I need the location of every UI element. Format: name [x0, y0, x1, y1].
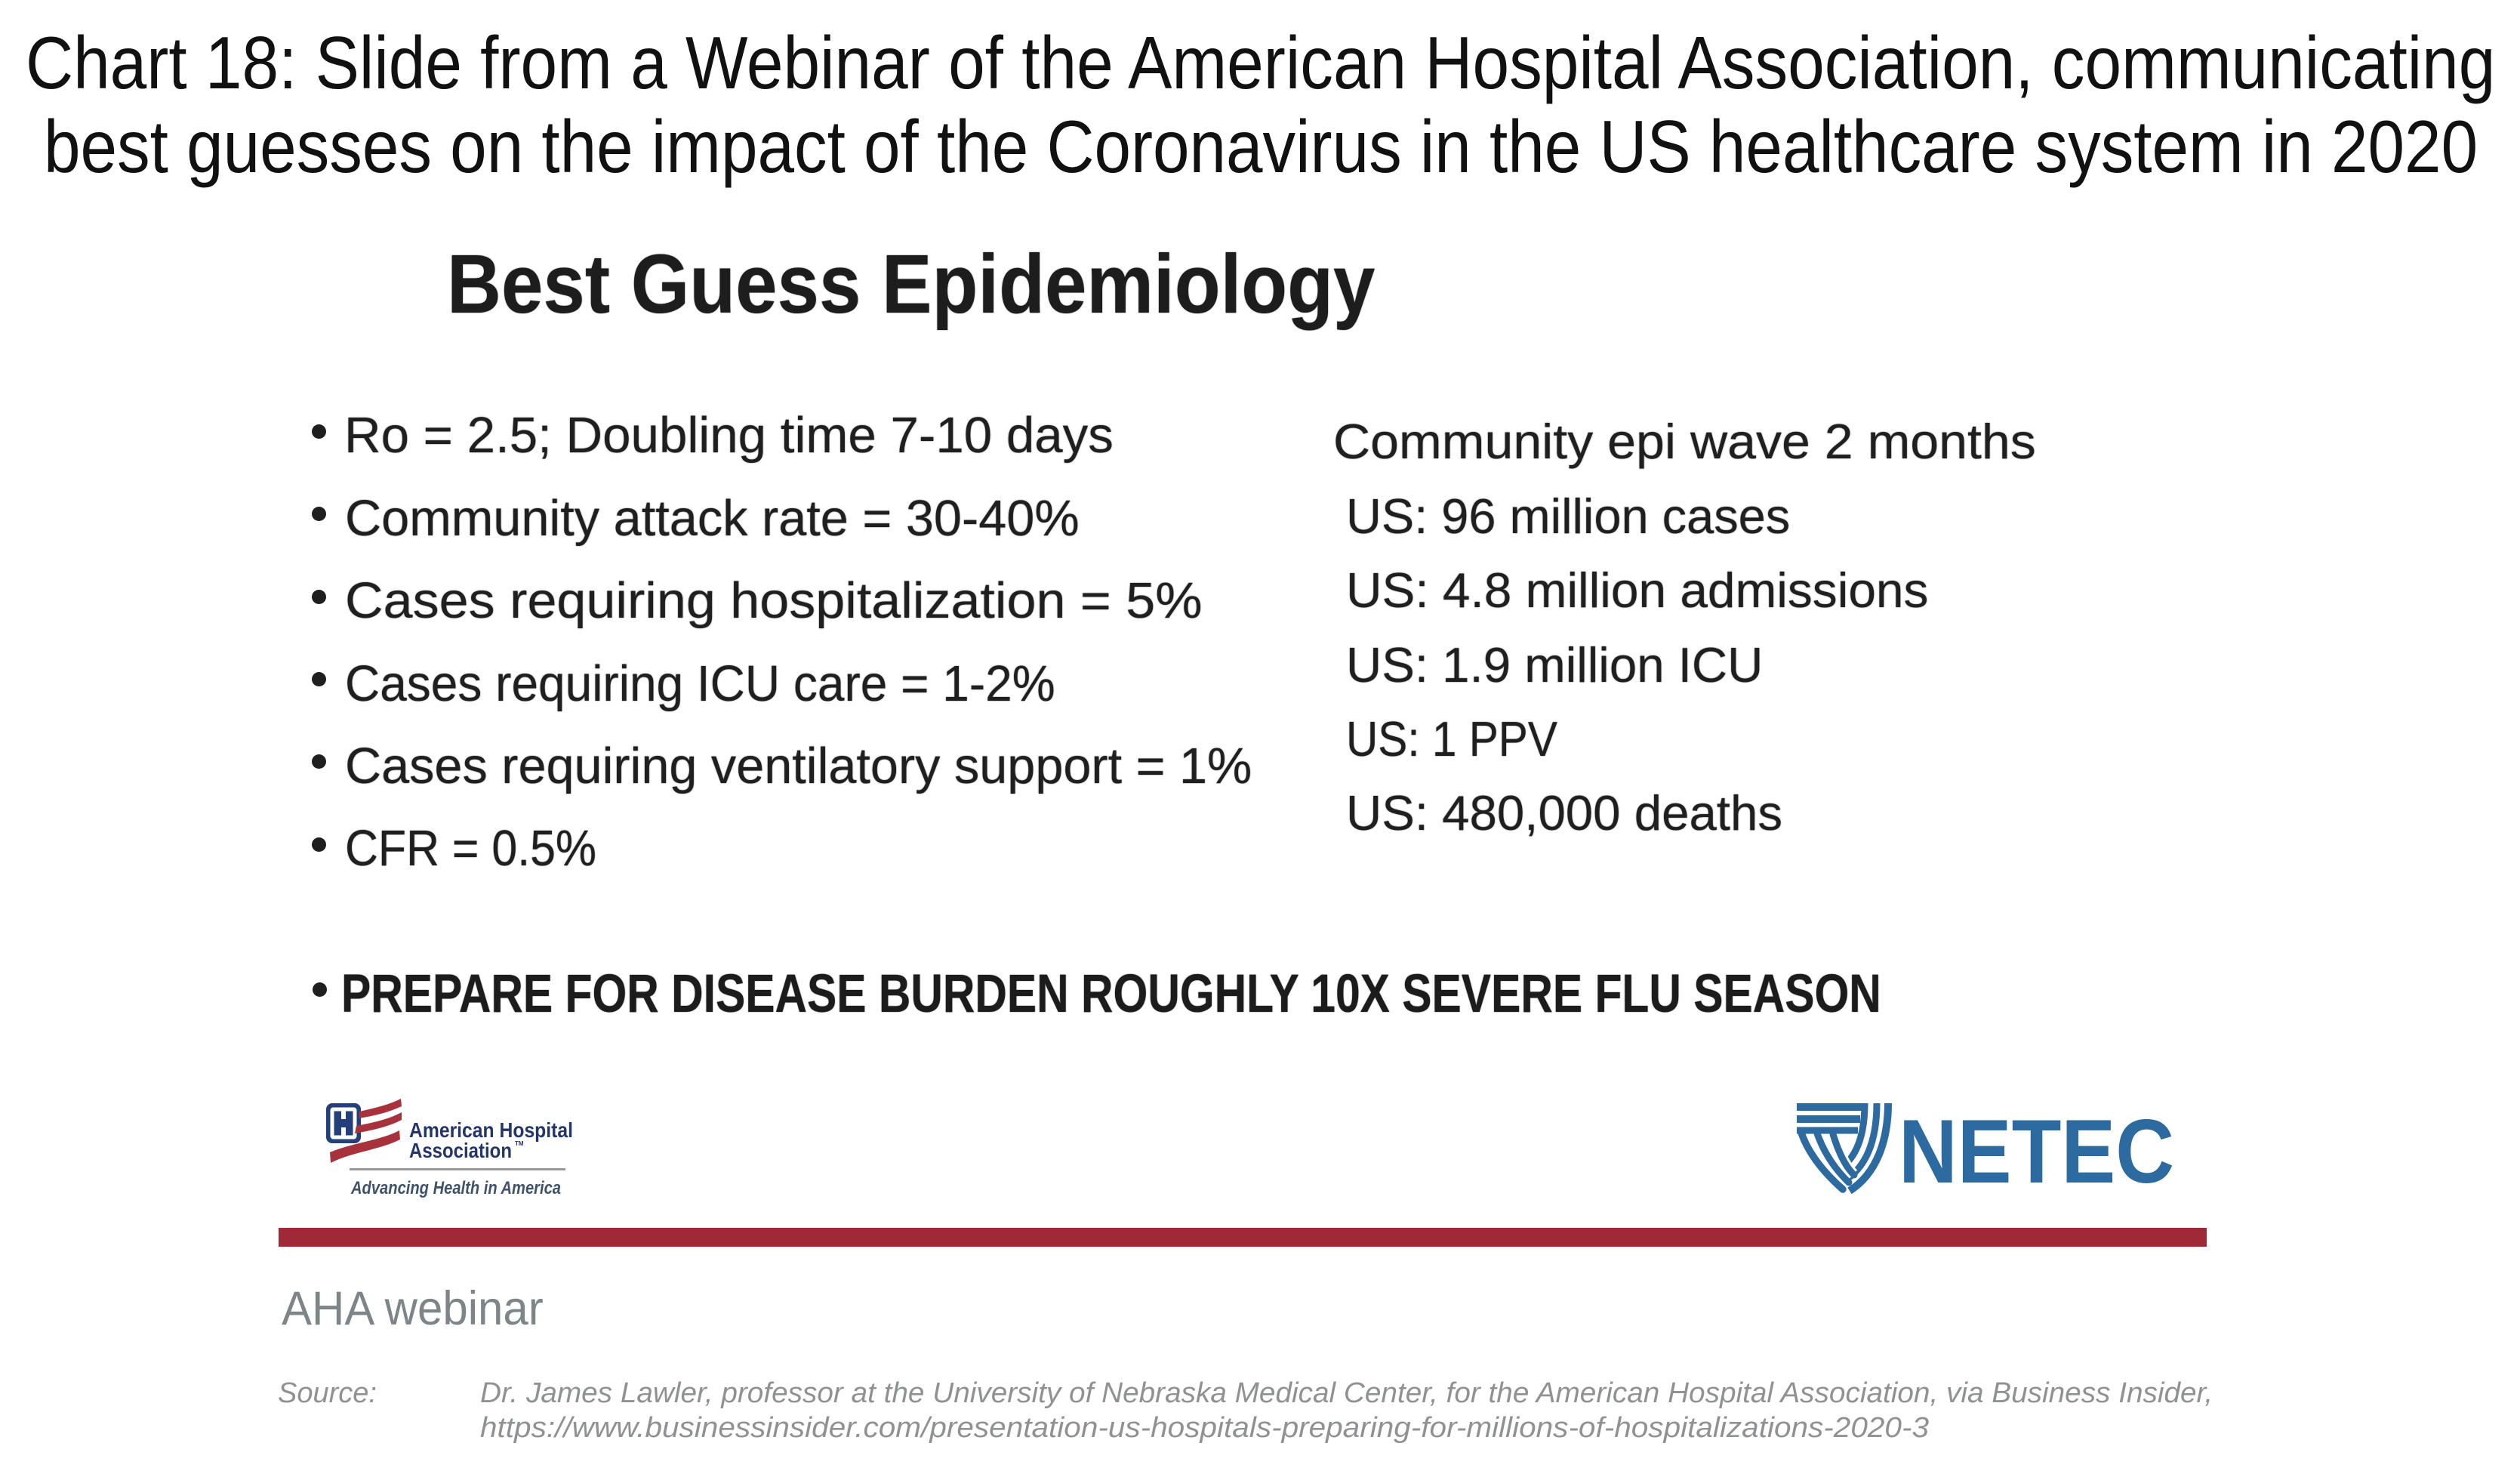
- svg-text:Advancing Health in America: Advancing Health in America: [350, 1178, 561, 1198]
- svg-text:American Hospital: American Hospital: [409, 1118, 573, 1142]
- svg-text:NETEC: NETEC: [1899, 1101, 2174, 1201]
- svg-text:Association: Association: [409, 1139, 512, 1162]
- svg-text:TM: TM: [515, 1140, 524, 1147]
